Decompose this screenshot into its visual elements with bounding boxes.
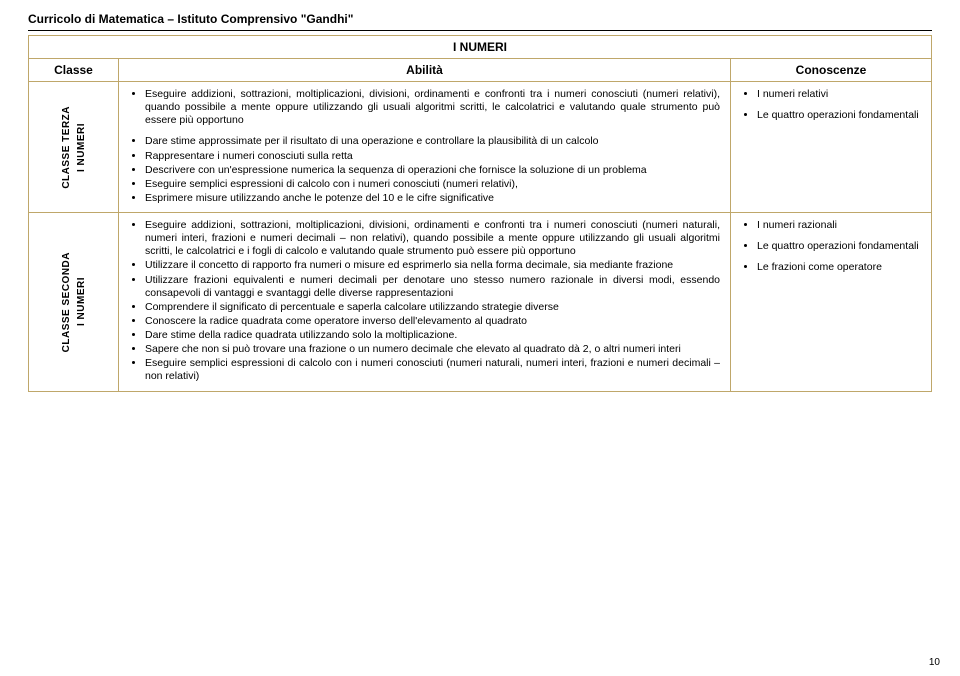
abilita-item: Eseguire semplici espressioni di calcolo…	[145, 178, 720, 191]
abilita-item: Descrivere con un'espressione numerica l…	[145, 164, 720, 177]
abilita-item: Dare stime della radice quadrata utilizz…	[145, 329, 720, 342]
document-header: Curricolo di Matematica – Istituto Compr…	[28, 12, 932, 26]
conoscenze-item: Le quattro operazioni fondamentali	[757, 109, 921, 122]
abilita-item: Conoscere la radice quadrata come operat…	[145, 315, 720, 328]
table-row: CLASSE SECONDA I NUMERI Eseguire addizio…	[28, 213, 932, 392]
col-header-classe: Classe	[29, 59, 119, 81]
abilita-item: Utilizzare il concetto di rapporto fra n…	[145, 259, 720, 272]
abilita-cell: Eseguire addizioni, sottrazioni, moltipl…	[119, 213, 731, 391]
abilita-item: Eseguire addizioni, sottrazioni, moltipl…	[145, 219, 720, 258]
conoscenze-cell: I numeri relativi Le quattro operazioni …	[731, 82, 931, 212]
section-title: I NUMERI	[28, 35, 932, 59]
class-label: CLASSE TERZA	[61, 106, 72, 189]
conoscenze-cell: I numeri razionali Le quattro operazioni…	[731, 213, 931, 391]
class-label: CLASSE SECONDA	[61, 252, 72, 352]
class-cell: CLASSE SECONDA I NUMERI	[29, 213, 119, 391]
conoscenze-item: Le frazioni come operatore	[757, 261, 921, 274]
col-header-conoscenze: Conoscenze	[731, 59, 931, 81]
col-header-abilita: Abilità	[119, 59, 731, 81]
abilita-item: Sapere che non si può trovare una frazio…	[145, 343, 720, 356]
abilita-item: Esprimere misure utilizzando anche le po…	[145, 192, 720, 205]
abilita-item: Rappresentare i numeri conosciuti sulla …	[145, 150, 720, 163]
abilita-cell: Eseguire addizioni, sottrazioni, moltipl…	[119, 82, 731, 212]
abilita-item: Eseguire addizioni, sottrazioni, moltipl…	[145, 88, 720, 127]
abilita-item: Comprendere il significato di percentual…	[145, 301, 720, 314]
conoscenze-item: I numeri relativi	[757, 88, 921, 101]
abilita-item: Utilizzare frazioni equivalenti e numeri…	[145, 274, 720, 300]
class-cell: CLASSE TERZA I NUMERI	[29, 82, 119, 212]
topic-label: I NUMERI	[76, 277, 87, 326]
conoscenze-item: Le quattro operazioni fondamentali	[757, 240, 921, 253]
table-row: CLASSE TERZA I NUMERI Eseguire addizioni…	[28, 82, 932, 213]
abilita-item: Eseguire semplici espressioni di calcolo…	[145, 357, 720, 383]
header-divider	[28, 30, 932, 31]
conoscenze-item: I numeri razionali	[757, 219, 921, 232]
abilita-item: Dare stime approssimate per il risultato…	[145, 135, 720, 148]
topic-label: I NUMERI	[76, 123, 87, 172]
page-number: 10	[929, 657, 940, 668]
table-header-row: Classe Abilità Conoscenze	[28, 59, 932, 82]
